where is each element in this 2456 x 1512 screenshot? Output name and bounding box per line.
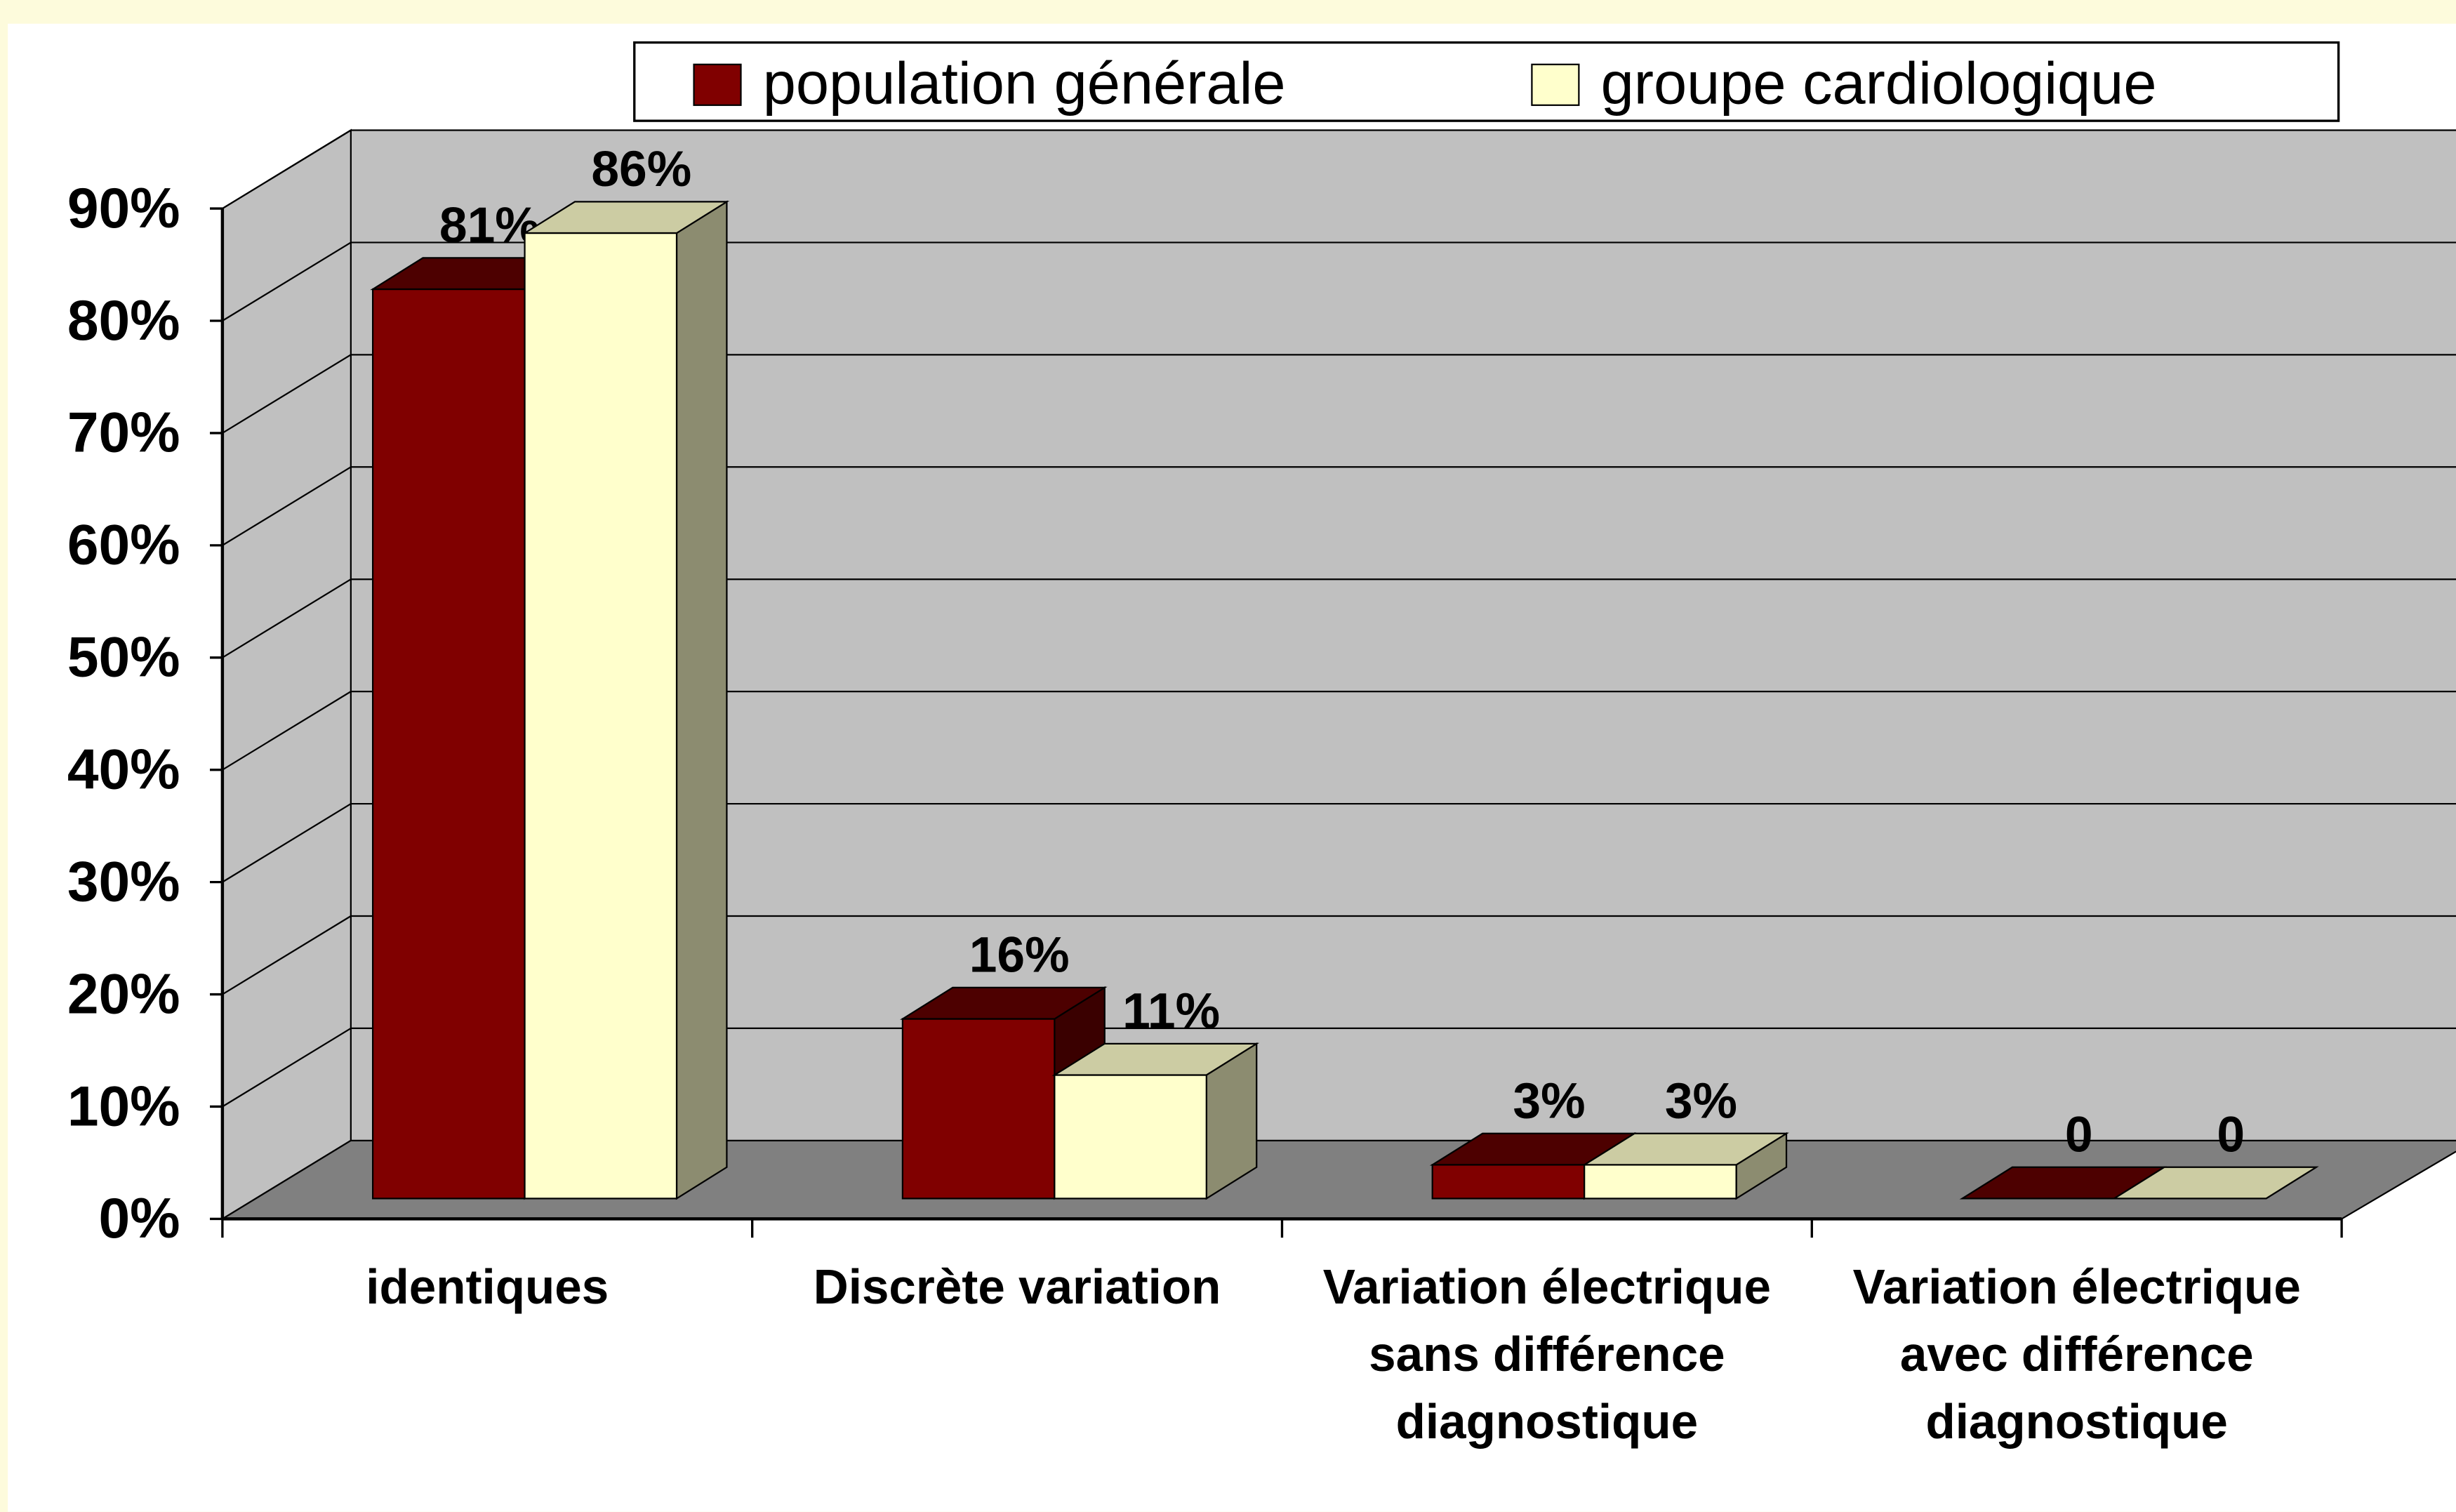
bar-front <box>1431 1164 1586 1200</box>
bar-front <box>371 288 526 1200</box>
y-tick-label: 20% <box>67 962 180 1026</box>
value-label: 86% <box>591 141 691 197</box>
y-tick-label: 0% <box>99 1187 180 1250</box>
value-label: 16% <box>969 927 1070 983</box>
bar <box>2111 1166 2319 1200</box>
legend-label: groupe cardiologique <box>1601 50 2157 117</box>
x-tick-label: identiques <box>366 1259 609 1315</box>
grid-line <box>222 691 352 771</box>
x-tick-label-box: Variation électrique sans différence dia… <box>1322 1259 1771 1450</box>
x-tick-label: Discrète variation <box>813 1259 1221 1315</box>
bar <box>1581 1132 1789 1200</box>
y-tick-label: 10% <box>67 1075 180 1138</box>
x-tick-label-box: Variation électrique avec différence dia… <box>1852 1259 2301 1450</box>
value-label: 3% <box>1665 1073 1737 1129</box>
bar-front <box>524 232 678 1200</box>
y-tick-label: 30% <box>67 850 180 913</box>
value-label: 0 <box>2217 1106 2245 1162</box>
grid-line <box>222 1027 352 1108</box>
y-tick-label: 40% <box>67 738 180 801</box>
grid-line <box>222 466 352 546</box>
y-tick-label: 90% <box>67 177 180 240</box>
grid-line <box>222 915 352 995</box>
floor <box>222 1140 2456 1219</box>
bar <box>1429 1132 1638 1200</box>
y-tick-label: 80% <box>67 289 180 352</box>
value-label: 11% <box>1122 983 1220 1040</box>
bar <box>1051 1042 1260 1200</box>
legend-swatch <box>1531 63 1580 106</box>
bar-front <box>1054 1074 1207 1200</box>
bar-top <box>1581 1132 1789 1166</box>
floor-edge <box>2341 1150 2456 1220</box>
value-label: 81% <box>439 197 540 253</box>
bar-front <box>1584 1164 1737 1200</box>
x-tick-label-box: identiques <box>366 1259 609 1315</box>
x-tick-label-box: Discrète variation <box>813 1259 1221 1315</box>
grid-line <box>222 354 352 434</box>
grid-line <box>222 241 352 321</box>
bar-top <box>900 986 1108 1020</box>
x-tick-label: Variation électrique avec différence dia… <box>1852 1259 2301 1450</box>
y-tick-label: 70% <box>67 402 180 465</box>
bar <box>522 200 730 1200</box>
side-wall <box>221 128 352 1221</box>
grid-line <box>222 578 352 658</box>
grid-line <box>222 129 352 210</box>
y-tick-label: 50% <box>67 626 180 689</box>
bar-top <box>2111 1166 2319 1200</box>
legend-swatch <box>693 63 742 106</box>
y-tick-label: 60% <box>67 514 180 577</box>
bar-top <box>522 201 730 234</box>
x-tick-label: Variation électrique sans différence dia… <box>1322 1259 1771 1450</box>
grid-line <box>222 803 352 883</box>
legend-box <box>633 41 2340 122</box>
legend-label: population générale <box>763 50 1286 117</box>
value-label: 0 <box>2065 1106 2093 1162</box>
bar-front <box>901 1018 1056 1200</box>
bar-top <box>1051 1042 1260 1076</box>
grid-line <box>222 1139 352 1220</box>
back-wall <box>350 130 2456 1141</box>
value-label: 3% <box>1513 1073 1585 1129</box>
bar-side <box>675 200 728 1200</box>
